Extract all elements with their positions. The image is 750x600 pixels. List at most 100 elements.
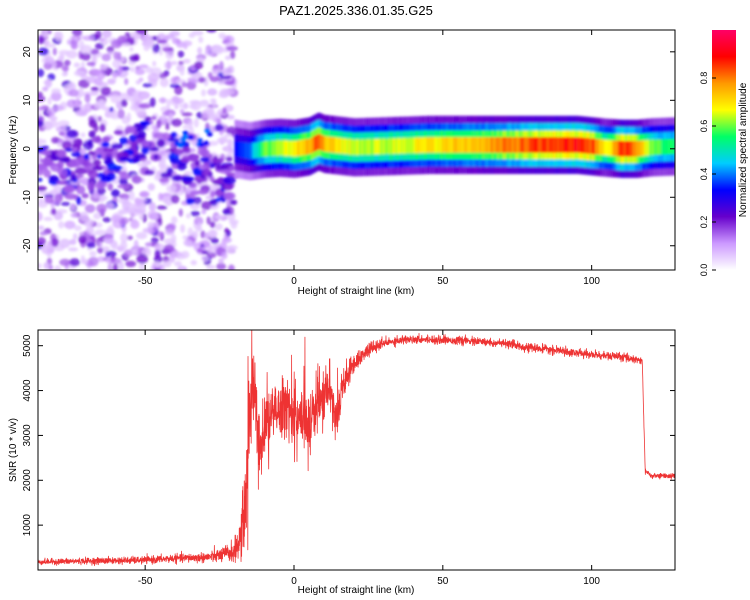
heatmap-noise-cell — [101, 246, 111, 251]
heatmap-noise-cell — [66, 129, 78, 138]
heatmap-ridge-cell — [573, 137, 576, 153]
heatmap-ridge-cell — [650, 139, 653, 156]
heatmap-ridge-cell — [655, 139, 659, 155]
heatmap-noise-cell — [162, 260, 172, 268]
heatmap-noise-cell — [111, 71, 119, 78]
heatmap-noise-cell — [68, 89, 80, 97]
heatmap-noise-cell — [100, 176, 113, 183]
heatmap-ridge-cell — [271, 140, 275, 157]
heatmap-ridge-cell — [600, 139, 603, 155]
heatmap-noise-cell — [54, 31, 64, 42]
heatmap-noise-cell — [96, 154, 102, 159]
heatmap-noise-cell — [121, 99, 128, 107]
heatmap-noise-cell — [111, 242, 119, 251]
heatmap-ridge-cell — [291, 140, 294, 157]
heatmap-noise-cell — [177, 142, 184, 148]
heatmap-noise-cell — [174, 261, 182, 267]
heatmap-noise-cell — [97, 115, 102, 122]
heatmap-ridge-cell — [527, 137, 530, 153]
heatmap-noise-cell — [70, 212, 77, 218]
heatmap-noise-cell — [222, 67, 231, 76]
heatmap-noise-cell — [110, 214, 122, 223]
snr-y-tick-label: 4000 — [22, 379, 33, 402]
heatmap-noise-cell — [88, 130, 96, 138]
heatmap-noise-cell — [207, 72, 213, 79]
heatmap-noise-cell — [78, 40, 85, 51]
heatmap-ridge-cell — [616, 140, 619, 157]
heatmap-noise-cell — [166, 98, 171, 109]
heatmap-noise-cell — [200, 230, 206, 239]
heatmap-ridge-cell — [373, 138, 376, 155]
heatmap-noise-cell — [54, 265, 62, 270]
heatmap-noise-cell — [101, 30, 112, 39]
heatmap-noise-cell — [126, 36, 135, 43]
heatmap-noise-cell — [183, 42, 188, 50]
heatmap-noise-cell — [170, 234, 177, 243]
heatmap-noise-cell — [179, 67, 185, 77]
colorbar: 0.0 0.2 0.4 0.6 0.8 Normalized spectral ampl… — [699, 30, 749, 276]
heatmap-ridge-cell — [257, 142, 260, 158]
heatmap-noise-cell — [198, 36, 204, 44]
heatmap-noise-cell — [129, 66, 135, 73]
heatmap-noise-cell — [198, 164, 208, 170]
heatmap-noise-cell — [80, 52, 91, 61]
heatmap-noise-cell — [120, 71, 129, 77]
heatmap-noise-cell — [214, 223, 223, 231]
heatmap-noise-cell — [143, 197, 152, 205]
heatmap-noise-cell — [200, 148, 208, 158]
heatmap-noise-cell — [78, 87, 84, 98]
heatmap-noise-cell — [82, 35, 95, 41]
heatmap-noise-cell — [187, 134, 194, 140]
heatmap-ridge-cell — [416, 137, 419, 154]
heatmap-ridge-cell — [439, 137, 442, 153]
heatmap-ridge-cell — [368, 139, 371, 155]
heatmap-noise-cell — [214, 123, 224, 132]
heatmap-noise-cell — [112, 165, 123, 171]
heatmap-noise-cell — [117, 184, 129, 189]
heatmap-ridge-cell — [293, 140, 296, 157]
heatmap-noise-cell — [215, 196, 222, 203]
heatmap-noise-cell — [139, 120, 151, 126]
heatmap-noise-cell — [181, 81, 188, 88]
heatmap-noise-cell — [222, 145, 233, 152]
heatmap-noise-cell — [182, 130, 189, 136]
heatmap-ridge-cell — [604, 139, 607, 156]
heatmap-noise-cell — [51, 238, 59, 247]
heatmap-noise-cell — [38, 196, 43, 204]
heatmap-ridge-cell — [554, 137, 557, 153]
heatmap-noise-cell — [83, 153, 90, 160]
heatmap-ridge-cell — [670, 138, 673, 155]
heatmap-noise-cell — [152, 132, 166, 139]
heatmap-noise-cell — [93, 212, 101, 220]
heatmap-noise-cell — [39, 158, 48, 163]
heatmap-noise-cell — [206, 30, 217, 33]
heatmap-noise-cell — [210, 198, 218, 207]
heatmap-noise-cell — [142, 83, 153, 88]
snr-y-tick-label: 2000 — [22, 469, 33, 492]
heatmap-ridge-cell — [559, 137, 562, 153]
heatmap-noise-cell — [225, 245, 235, 254]
heatmap-noise-cell — [90, 86, 100, 91]
heatmap-noise-cell — [101, 53, 112, 62]
heatmap-ridge-cell — [380, 138, 383, 155]
heatmap-ridge-cell — [602, 139, 605, 156]
heatmap-noise-cell — [189, 99, 201, 105]
heatmap-ridge-cell — [455, 137, 459, 153]
heatmap-noise-cell — [216, 118, 222, 126]
heatmap-ridge-cell — [625, 141, 628, 157]
heatmap-ridge-cell — [323, 136, 326, 152]
heatmap-noise-cell — [61, 65, 69, 72]
heatmap-noise-cell — [52, 47, 57, 56]
heatmap-ridge-cell — [648, 139, 651, 156]
heatmap-noise-cell — [106, 46, 115, 53]
heatmap-noise-cell — [204, 49, 215, 57]
heatmap-ridge-cell — [296, 140, 300, 157]
heatmap-noise-cell — [44, 78, 53, 89]
heatmap-noise-cell — [117, 171, 128, 176]
heatmap-noise-cell — [199, 101, 210, 108]
heatmap-noise-cell — [91, 136, 102, 144]
heatmap-ridge-cell — [500, 137, 503, 153]
heatmap-ridge-cell — [595, 138, 598, 155]
heatmap-ridge-cell — [268, 140, 271, 157]
heatmap-noise-cell — [198, 76, 206, 83]
